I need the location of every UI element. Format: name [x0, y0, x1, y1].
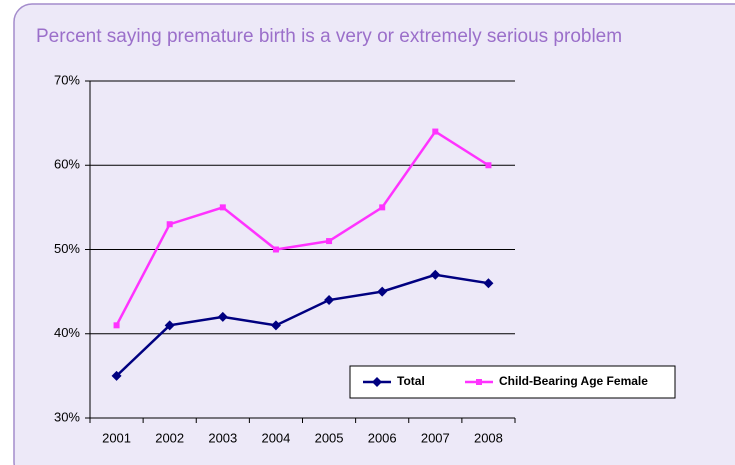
marker — [430, 269, 441, 280]
marker — [164, 320, 175, 331]
marker — [476, 379, 482, 385]
x-tick-label: 2006 — [368, 430, 397, 445]
marker — [113, 322, 120, 329]
line — [115, 273, 489, 377]
legend-label: Child-Bearing Age Female — [499, 374, 648, 388]
x-tick-label: 2005 — [315, 430, 344, 445]
x-tick-label: 2007 — [421, 430, 450, 445]
marker — [217, 311, 228, 322]
marker — [166, 221, 173, 228]
marker — [379, 204, 386, 211]
marker — [483, 278, 494, 289]
x-tick-label: 2003 — [208, 430, 237, 445]
marker — [111, 370, 122, 381]
marker — [272, 246, 279, 253]
y-tick-label: 40% — [54, 325, 80, 340]
marker — [219, 204, 226, 211]
x-tick-label: 2002 — [155, 430, 184, 445]
legend — [349, 365, 676, 399]
legend-label: Total — [397, 374, 425, 388]
marker — [324, 295, 335, 306]
x-tick-label: 2001 — [102, 430, 131, 445]
y-tick-label: 50% — [54, 241, 80, 256]
y-tick-label: 30% — [54, 409, 80, 424]
y-tick-label: 60% — [54, 157, 80, 172]
line — [115, 129, 490, 326]
chart-title: Percent saying premature birth is a very… — [36, 26, 622, 47]
marker — [485, 162, 492, 169]
panel — [13, 3, 735, 465]
marker — [372, 377, 382, 387]
x-tick-label: 2004 — [261, 430, 290, 445]
x-tick-label: 2008 — [474, 430, 503, 445]
marker — [270, 320, 281, 331]
marker — [432, 128, 439, 135]
marker — [377, 286, 388, 297]
y-tick-label: 70% — [54, 72, 80, 87]
marker — [326, 238, 333, 245]
